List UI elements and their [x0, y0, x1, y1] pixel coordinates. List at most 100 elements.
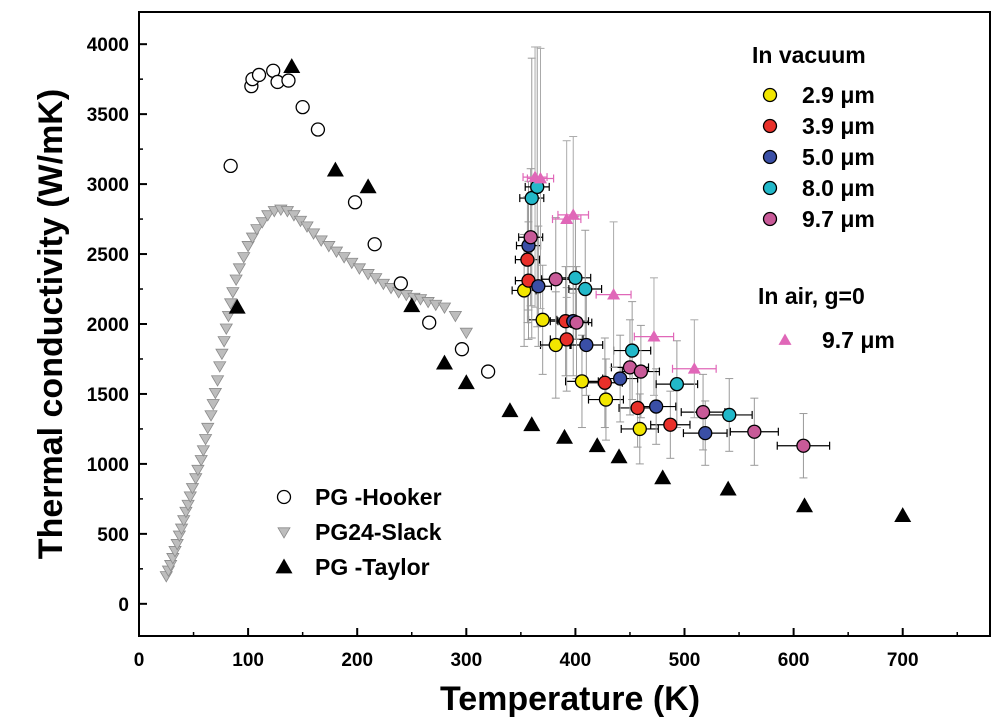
point-pg-taylor — [556, 428, 573, 444]
legend-vacuum-title: In vacuum — [752, 42, 866, 68]
point-pg24-slack — [241, 241, 255, 253]
point-pg24-slack — [237, 252, 251, 264]
point-pg-taylor — [894, 507, 912, 523]
y-tick-label: 4000 — [87, 35, 129, 56]
legend-air-label: 9.7 μm — [822, 327, 895, 353]
legend-vacuum-marker — [762, 180, 778, 196]
point-pg-taylor — [435, 354, 453, 370]
point-pg-taylor — [588, 437, 606, 453]
point-in-air-g-0-9-7-m — [560, 212, 574, 224]
point-pg-taylor — [796, 497, 814, 513]
point-in-vacuum-5-0-m — [579, 337, 594, 353]
point-pg24-slack — [337, 252, 351, 264]
point-in-air-g-0-9-7-m — [533, 171, 547, 184]
point-pg-taylor — [719, 480, 737, 496]
point-pg-taylor — [501, 402, 519, 418]
x-axis-title: Temperature (K) — [440, 680, 700, 718]
legend-vacuum-label: 2.9 μm — [802, 82, 875, 108]
point-pg24-slack — [221, 311, 236, 323]
point-pg-taylor — [654, 469, 672, 485]
point-pg24-slack — [208, 387, 223, 400]
y-axis: 0 500 1000 1500 2000 2500 3000 3500 4000 — [87, 35, 147, 616]
point-in-air-g-0-9-7-m — [647, 330, 661, 342]
point-pg24-slack — [329, 246, 344, 259]
point-pg-hooker — [223, 158, 238, 174]
point-pg24-slack — [352, 263, 367, 275]
marker-layer — [159, 58, 912, 583]
point-pg-hooker — [454, 342, 470, 357]
legend-left-label: PG -Hooker — [315, 484, 442, 510]
point-in-air-g-0-9-7-m — [566, 208, 580, 220]
point-pg24-slack — [204, 410, 218, 422]
point-in-vacuum-9-7-m — [548, 272, 563, 287]
point-in-vacuum-2-9-m — [598, 392, 614, 407]
point-pg-taylor — [523, 416, 541, 432]
point-in-vacuum-3-9-m — [520, 252, 535, 267]
point-in-vacuum-9-7-m — [633, 364, 649, 379]
point-in-vacuum-8-0-m — [524, 190, 539, 206]
point-pg24-slack — [181, 499, 195, 512]
point-in-vacuum-8-0-m — [568, 270, 583, 285]
point-pg-taylor — [457, 374, 475, 390]
point-in-vacuum-5-0-m — [648, 399, 664, 414]
point-in-air-g-0-9-7-m — [687, 362, 701, 374]
point-in-vacuum-5-0-m — [698, 425, 713, 441]
point-pg-taylor — [228, 298, 246, 314]
point-pg24-slack — [198, 434, 213, 446]
point-pg24-slack — [287, 210, 301, 222]
point-pg24-slack — [245, 232, 260, 245]
x-tick-label: 400 — [560, 650, 592, 671]
point-pg24-slack — [194, 455, 208, 467]
point-pg24-slack — [322, 241, 336, 253]
legend-left-marker — [275, 558, 293, 574]
x-tick-label: 100 — [232, 650, 264, 671]
point-pg24-slack — [191, 464, 205, 477]
point-pg-hooker — [281, 73, 296, 88]
point-pg24-slack — [314, 235, 328, 247]
point-pg24-slack — [437, 302, 452, 314]
legend-vacuum-marker — [762, 149, 778, 165]
point-pg-hooker — [393, 276, 408, 291]
point-in-vacuum-8-0-m — [722, 407, 737, 423]
point-pg24-slack — [215, 348, 229, 361]
point-in-vacuum-5-0-m — [531, 279, 546, 294]
legend-left: PG -Hooker PG24-Slack PG -Taylor — [275, 484, 442, 580]
point-in-vacuum-3-9-m — [597, 375, 613, 390]
point-in-vacuum-9-7-m — [747, 424, 762, 439]
point-pg-hooker — [367, 237, 382, 252]
point-pg24-slack — [189, 473, 203, 485]
legend-left-label: PG -Taylor — [315, 554, 430, 580]
point-pg24-slack — [210, 375, 225, 387]
x-axis: 0 100 200 300 400 500 600 700 — [134, 628, 959, 671]
y-tick-label: 2500 — [87, 245, 129, 266]
x-tick-label: 0 — [134, 650, 145, 671]
point-pg24-slack — [229, 274, 243, 287]
y-tick-label: 0 — [118, 595, 129, 616]
point-pg24-slack — [213, 361, 227, 373]
legend-vacuum-label: 5.0 μm — [802, 144, 875, 170]
point-in-vacuum-9-7-m — [695, 404, 711, 420]
point-pg24-slack — [170, 539, 184, 551]
point-pg24-slack — [226, 287, 240, 299]
point-pg24-slack — [217, 336, 231, 348]
point-pg24-slack — [345, 257, 359, 270]
legend-air-title: In air, g=0 — [758, 283, 865, 309]
y-axis-title: Thermal conductivity (W/mK) — [32, 89, 70, 559]
point-pg-hooker — [295, 99, 310, 115]
point-pg-hooker — [422, 315, 437, 330]
point-pg-hooker — [310, 122, 326, 137]
point-pg-taylor — [283, 58, 301, 73]
point-pg-taylor — [326, 161, 344, 177]
x-tick-label: 700 — [887, 650, 919, 671]
point-in-vacuum-3-9-m — [630, 400, 645, 416]
point-pg24-slack — [369, 273, 383, 285]
legend-vacuum-marker — [762, 87, 778, 103]
y-tick-label: 500 — [97, 525, 129, 546]
point-in-vacuum-2-9-m — [632, 421, 647, 437]
point-pg24-slack — [177, 515, 191, 527]
x-tick-label: 300 — [450, 650, 482, 671]
point-pg24-slack — [201, 422, 215, 435]
x-tick-label: 200 — [341, 650, 373, 671]
point-pg24-slack — [185, 483, 200, 495]
